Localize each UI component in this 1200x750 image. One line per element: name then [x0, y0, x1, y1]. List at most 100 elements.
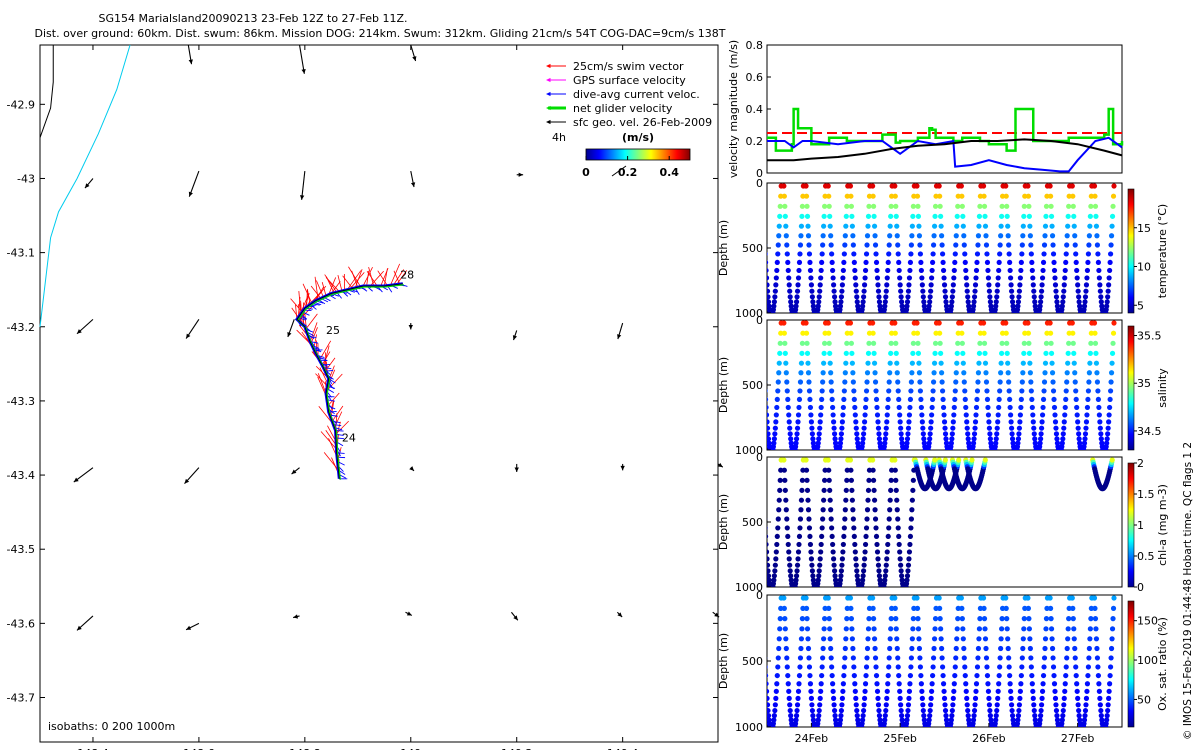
section-point [796, 681, 802, 687]
section-point [1075, 288, 1081, 294]
section-point [872, 655, 879, 661]
section-point [977, 616, 983, 622]
section-point [882, 573, 888, 579]
section-point [781, 183, 787, 189]
section-point [777, 487, 783, 493]
section-point [1111, 595, 1117, 601]
swim-vector [327, 392, 340, 407]
section-point [950, 702, 956, 708]
section-point [996, 404, 1002, 411]
section-point [862, 267, 869, 274]
section-point [799, 487, 805, 493]
section-point [888, 350, 894, 356]
colorbar-tick-label: 0.5 [1137, 550, 1155, 563]
section-point [941, 275, 947, 281]
section-point [952, 672, 958, 679]
section-point [1004, 616, 1010, 622]
section-point [813, 450, 818, 455]
section-point [1039, 419, 1045, 425]
section-point [774, 672, 780, 679]
section-ytick-label: 500 [742, 655, 763, 668]
section-point [1008, 419, 1014, 425]
section-point [879, 450, 884, 455]
section-point [1006, 655, 1012, 661]
section-point [803, 457, 809, 463]
section-point [861, 282, 868, 288]
section-points [767, 320, 1117, 455]
section-point [783, 370, 789, 376]
section-point [924, 313, 929, 318]
section-point [987, 436, 993, 442]
section-point [860, 726, 861, 727]
section-point [1004, 350, 1010, 356]
section-point [820, 370, 826, 376]
section-point [865, 360, 871, 366]
section-point [805, 507, 812, 513]
sfc-vector-head [186, 625, 192, 630]
section-point [926, 717, 932, 723]
section-point [974, 259, 980, 266]
section-point [771, 436, 777, 442]
section-point [905, 707, 911, 714]
section-point [1109, 360, 1115, 366]
section-point [1109, 213, 1116, 219]
section-point [1061, 288, 1067, 294]
section-point [837, 717, 844, 723]
swim-vector [316, 280, 324, 298]
section-point [851, 251, 857, 257]
section-point [820, 379, 826, 385]
section-point [839, 282, 845, 288]
section-point [862, 404, 869, 411]
sfc-vector-head [293, 614, 299, 619]
section-point [873, 664, 879, 670]
section-point [1094, 645, 1100, 652]
section-point [887, 223, 893, 229]
section-point [984, 664, 990, 670]
section-point [1040, 396, 1047, 403]
section-point [828, 645, 834, 652]
section-point [968, 450, 973, 455]
section-point [862, 681, 869, 687]
section-point [987, 431, 993, 437]
section-point [1095, 251, 1101, 257]
section-point [860, 577, 866, 583]
sfc-vector-head [188, 59, 193, 65]
section-point [1085, 664, 1092, 670]
section-point [1007, 267, 1013, 274]
section-point [816, 713, 822, 719]
section-point [861, 419, 868, 425]
section-point [773, 695, 779, 701]
section-point [1064, 370, 1070, 376]
section-point [896, 259, 902, 266]
section-point [959, 203, 965, 209]
section-point [927, 436, 933, 442]
section-point [844, 203, 850, 209]
section-point [952, 251, 958, 257]
section-point [775, 388, 781, 394]
swim-vector [305, 313, 318, 330]
section-point [851, 664, 857, 670]
section-point [996, 396, 1002, 403]
section-point [818, 681, 824, 687]
section-point [883, 562, 889, 568]
map-ytick-label: -43.1 [7, 247, 35, 260]
section-point [808, 695, 815, 701]
section-point [1015, 299, 1022, 305]
section-point [1006, 251, 1012, 257]
section-point [831, 568, 838, 574]
section-point [776, 497, 782, 503]
legend-label: GPS surface velocity [573, 74, 686, 87]
colorbar-tick-label: 0.4 [659, 166, 679, 179]
colorbar-tick-label: 34.5 [1137, 425, 1162, 438]
section-point [776, 233, 782, 239]
section-point [1027, 223, 1033, 229]
section-ytick-label: 1000 [735, 721, 763, 734]
section-point [893, 213, 899, 219]
section-point [997, 242, 1003, 248]
section-point [843, 213, 849, 219]
section-point [791, 587, 796, 592]
section-point [768, 587, 773, 592]
section-point [1082, 299, 1088, 305]
section-point [1040, 267, 1046, 274]
section-point [908, 388, 914, 394]
